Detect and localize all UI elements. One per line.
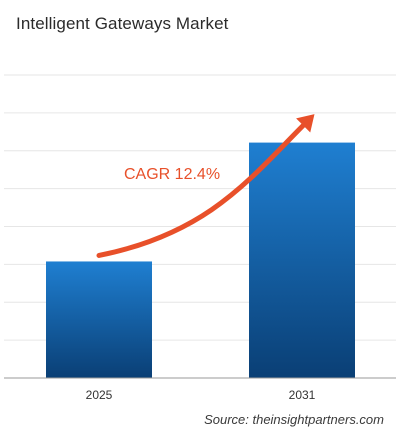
cagr-arrow (96, 114, 315, 258)
bar-2031 (249, 142, 355, 378)
cagr-annotation: CAGR 12.4% (124, 166, 220, 183)
cagr-arrow-line (96, 120, 309, 258)
cagr-arrow-head (296, 114, 315, 133)
source-note: Source: theinsightpartners.com (204, 412, 384, 427)
x-tick-labels: 2025 2031 (86, 388, 316, 402)
x-tick-label: 2025 (86, 388, 113, 402)
chart-title: Intelligent Gateways Market (16, 14, 229, 33)
bars (46, 142, 355, 378)
x-tick-label: 2031 (289, 388, 316, 402)
bar-2025 (46, 261, 152, 378)
